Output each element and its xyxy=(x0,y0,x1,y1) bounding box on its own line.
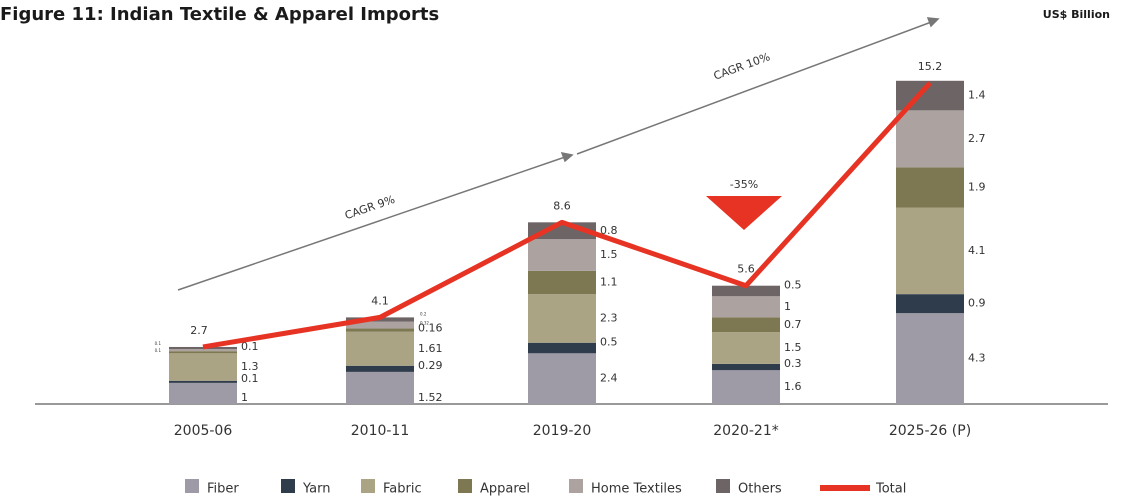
bar-segment xyxy=(896,294,964,314)
segment-label: 0.1 xyxy=(241,372,259,385)
bar-segment xyxy=(528,342,596,354)
cagr-arrows xyxy=(177,17,940,291)
x-tick-label: 2010-11 xyxy=(351,423,410,439)
bar-segment xyxy=(169,351,237,354)
segment-label: 0.32 xyxy=(420,321,429,326)
segment-label: 2.4 xyxy=(600,372,618,385)
legend-swatch xyxy=(716,479,730,493)
arrow xyxy=(576,20,935,155)
legend-swatch xyxy=(281,479,295,493)
segment-label: 0.2 xyxy=(420,311,427,316)
segment-label: 1.5 xyxy=(784,341,802,354)
bar-segment xyxy=(346,331,414,366)
legend-swatch xyxy=(458,479,472,493)
arrow-head xyxy=(560,151,574,163)
bar-segment xyxy=(346,365,414,372)
legend-swatch xyxy=(361,479,375,493)
legend-swatch xyxy=(569,479,583,493)
total-label: 4.1 xyxy=(371,294,389,307)
segment-label: 0.8 xyxy=(600,224,618,237)
total-label: 5.6 xyxy=(737,263,755,276)
bar-segment xyxy=(346,328,414,332)
total-label: 2.7 xyxy=(190,324,208,337)
segment-label: 1.61 xyxy=(418,342,443,355)
x-tick-label: 2020-21* xyxy=(713,423,779,439)
segment-label: 1 xyxy=(784,300,791,313)
decline-marker xyxy=(706,196,782,230)
segment-label: 0.3 xyxy=(784,357,802,370)
segment-label: 0.9 xyxy=(968,297,986,310)
segment-label: 0.16 xyxy=(418,321,443,334)
segment-label: 1.9 xyxy=(968,180,986,193)
bar-segment xyxy=(169,349,237,352)
bar-segment xyxy=(712,370,780,404)
segment-label: 4.1 xyxy=(968,244,986,257)
segment-label: 1 xyxy=(241,391,248,404)
segment-label: 1.6 xyxy=(784,380,802,393)
bar-segment xyxy=(169,382,237,404)
segment-label: 1.52 xyxy=(418,391,443,404)
annotation: -35% xyxy=(730,178,758,191)
legend-label: Others xyxy=(738,482,782,497)
x-tick-label: 2019-20 xyxy=(533,423,592,439)
bar-segment xyxy=(528,239,596,271)
legend-label: Total xyxy=(875,482,906,497)
unit-label: US$ Billion xyxy=(1043,8,1110,21)
bar-segment xyxy=(896,207,964,295)
segment-label: 2.3 xyxy=(600,311,618,324)
legend-label: Apparel xyxy=(480,482,530,497)
bar-segment xyxy=(528,294,596,343)
legend-label: Yarn xyxy=(302,482,330,497)
segment-label: 1.3 xyxy=(241,360,259,373)
arrow-head xyxy=(926,17,940,28)
segment-label: 0.5 xyxy=(600,336,618,349)
bar-segment xyxy=(712,285,780,297)
total-line xyxy=(202,81,932,350)
x-tick-label: 2025-26 (P) xyxy=(889,423,971,439)
bar-segment xyxy=(712,317,780,333)
bar-segment xyxy=(346,321,414,329)
bar-segment xyxy=(528,353,596,404)
segment-label: 0.5 xyxy=(784,279,802,292)
legend-label: Home Textiles xyxy=(591,482,682,497)
arrow xyxy=(177,155,569,291)
total-label: 15.2 xyxy=(918,60,943,73)
bar-segment xyxy=(896,167,964,208)
bar-segment xyxy=(346,371,414,404)
bar-segment xyxy=(896,110,964,168)
legend-swatch xyxy=(820,485,870,491)
legend-label: Fabric xyxy=(383,482,422,497)
bar-segment xyxy=(169,353,237,381)
total-label: 8.6 xyxy=(553,199,571,212)
segment-label: 4.3 xyxy=(968,352,986,365)
bar-segment xyxy=(712,363,780,371)
bar-segment xyxy=(712,332,780,364)
segment-label: 0.1 xyxy=(155,348,162,353)
legend-label: Fiber xyxy=(207,482,239,497)
segment-label: 0.1 xyxy=(241,340,259,353)
bar-segment xyxy=(169,346,237,350)
segment-label: 0.7 xyxy=(784,318,802,331)
segment-label: 0.29 xyxy=(418,359,443,372)
bar-segment xyxy=(169,380,237,383)
segment-label: 1.1 xyxy=(600,276,618,289)
bar-segment xyxy=(528,270,596,295)
segment-label: 0.1 xyxy=(155,341,162,346)
chart-title: Figure 11: Indian Textile & Apparel Impo… xyxy=(0,4,439,25)
bar-segment xyxy=(712,296,780,318)
legend-swatch xyxy=(185,479,199,493)
x-tick-label: 2005-06 xyxy=(174,423,233,439)
segment-label: 2.7 xyxy=(968,132,986,145)
bar-segment xyxy=(896,313,964,404)
annotation: CAGR 10% xyxy=(712,50,772,82)
segment-label: 1.4 xyxy=(968,89,986,102)
segment-label: 1.5 xyxy=(600,248,618,261)
